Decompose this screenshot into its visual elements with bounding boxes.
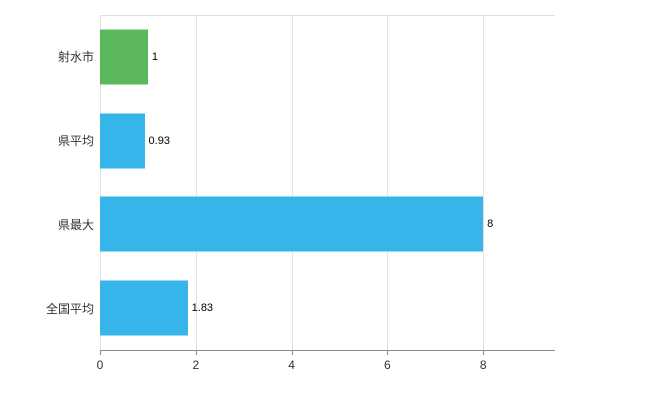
category-label: 全国平均 [45,301,94,316]
gridlines [100,15,555,350]
bar-row: 県平均 0.93 [0,99,555,183]
bar [100,113,145,169]
x-axis: 0 2 4 6 8 [96,350,555,380]
bar-zone: 8 [100,183,555,267]
x-tick-label: 4 [288,358,295,372]
x-tick-label: 0 [96,358,104,372]
bar [100,196,484,252]
gridline [291,15,293,350]
category-label: 県最大 [57,217,94,232]
value-label: 1 [151,50,159,63]
gridline [195,15,197,350]
x-tick-mark [195,350,197,355]
bar-row: 全国平均 1.83 [0,266,555,350]
x-tick-label: 2 [192,358,200,372]
gridline [100,15,101,350]
x-tick-mark [483,350,485,355]
x-axis-line [100,350,555,351]
gridline [387,15,389,350]
x-tick-mark [291,350,293,355]
bar [100,29,148,85]
bar [100,280,188,336]
x-tick-label: 8 [479,358,487,372]
bar-zone: 1.83 [100,266,555,350]
plot-top-border [100,15,555,16]
value-label: 1.83 [191,302,214,315]
bar-zone: 0.93 [100,99,555,183]
bar-zone: 1 [100,15,555,99]
gridline [483,15,485,350]
bar-row: 射水市 1 [0,15,555,99]
value-label: 8 [487,218,494,231]
bar-rows: 射水市 1 県平均 0.93 県最大 8 全国平均 1.83 [0,15,555,350]
category-label: 射水市 [57,50,94,65]
value-label: 0.93 [148,134,170,147]
bar-row: 県最大 8 [0,183,555,267]
x-tick-label: 6 [384,358,391,372]
category-label: 県平均 [57,134,94,149]
x-tick-mark [387,350,389,355]
x-tick-mark [100,350,101,355]
